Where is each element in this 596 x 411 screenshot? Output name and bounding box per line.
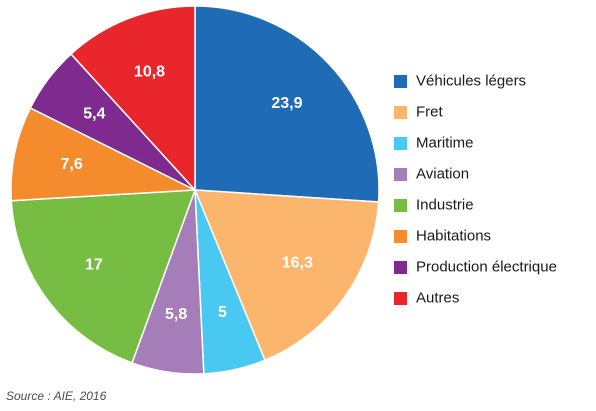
legend-item-habitations: Habitations xyxy=(394,227,491,244)
legend: Véhicules légers Fret Maritime Aviation Indu… xyxy=(394,72,557,306)
legend-item-autres: Autres xyxy=(394,289,459,306)
legend-swatch-industrie xyxy=(394,199,407,212)
legend-swatch-habitations xyxy=(394,230,407,243)
legend-label-vehicules-legers: Véhicules légers xyxy=(416,72,526,89)
legend-swatch-maritime xyxy=(394,137,407,150)
legend-swatch-vehicules-legers xyxy=(394,75,407,88)
legend-swatch-production-electrique xyxy=(394,261,407,274)
slice-label-maritime: 5 xyxy=(218,304,227,321)
legend-label-habitations: Habitations xyxy=(416,227,491,244)
legend-item-fret: Fret xyxy=(394,103,444,120)
pie-slice-habitations xyxy=(10,106,198,202)
source-note: Source : AIE, 2016 xyxy=(6,389,107,403)
pie-slice-autres xyxy=(69,5,196,192)
pie-slice-vehicules-legers xyxy=(194,5,380,203)
pie-slice-fret xyxy=(193,189,380,362)
pie-slices xyxy=(10,5,380,375)
legend-label-aviation: Aviation xyxy=(416,165,469,182)
legend-item-industrie: Industrie xyxy=(394,196,474,213)
slice-label-vehicules-legers: 23,9 xyxy=(271,95,302,112)
slice-label-fret: 16,3 xyxy=(282,255,313,272)
slice-label-autres: 10,8 xyxy=(134,64,165,81)
slice-label-habitations: 7,6 xyxy=(60,156,82,173)
legend-label-industrie: Industrie xyxy=(416,196,474,213)
legend-swatch-autres xyxy=(394,292,407,305)
slice-value-labels: 23,9 16,3 5 5,8 17 7,6 5,4 10,8 xyxy=(60,64,312,323)
legend-label-fret: Fret xyxy=(416,103,444,120)
legend-item-production-electrique: Production électrique xyxy=(394,258,557,275)
legend-label-autres: Autres xyxy=(416,289,459,306)
legend-item-aviation: Aviation xyxy=(394,165,469,182)
legend-label-production-electrique: Production électrique xyxy=(416,258,557,275)
legend-swatch-aviation xyxy=(394,168,407,181)
legend-swatch-fret xyxy=(394,106,407,119)
legend-item-vehicules-legers: Véhicules légers xyxy=(394,72,526,89)
slice-label-aviation: 5,8 xyxy=(165,306,187,323)
pie-slice-industrie xyxy=(10,189,197,364)
slice-label-industrie: 17 xyxy=(85,256,103,273)
legend-item-maritime: Maritime xyxy=(394,134,474,151)
legend-label-maritime: Maritime xyxy=(416,134,474,151)
slice-label-production-electrique: 5,4 xyxy=(83,105,105,122)
